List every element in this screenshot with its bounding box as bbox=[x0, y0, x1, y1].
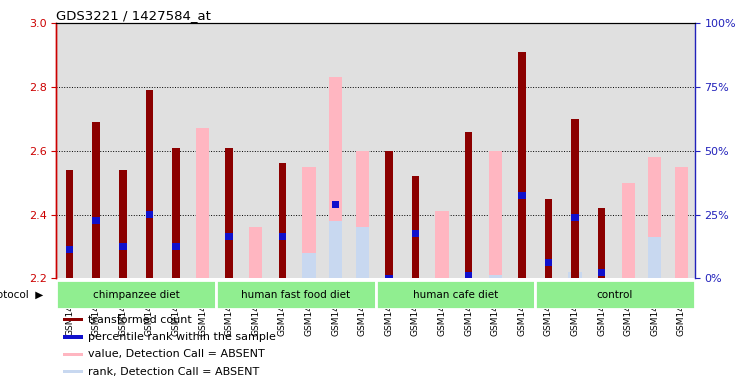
Bar bbox=[329, 77, 342, 278]
Bar bbox=[172, 147, 179, 278]
Bar bbox=[598, 268, 605, 276]
Bar bbox=[216, 280, 376, 309]
Bar bbox=[489, 275, 502, 278]
Bar bbox=[62, 335, 83, 339]
Bar bbox=[279, 164, 286, 278]
Bar bbox=[146, 211, 153, 218]
Bar bbox=[569, 272, 581, 278]
Bar bbox=[62, 353, 83, 356]
Bar bbox=[518, 52, 526, 278]
Bar bbox=[332, 202, 339, 209]
Bar bbox=[376, 280, 535, 309]
Bar bbox=[279, 233, 286, 240]
Bar bbox=[303, 253, 315, 278]
Bar bbox=[385, 151, 393, 278]
Bar bbox=[92, 217, 100, 225]
Text: percentile rank within the sample: percentile rank within the sample bbox=[89, 332, 276, 342]
Bar bbox=[62, 370, 83, 373]
Text: rank, Detection Call = ABSENT: rank, Detection Call = ABSENT bbox=[89, 366, 260, 377]
Bar bbox=[648, 237, 662, 278]
Bar bbox=[355, 151, 369, 278]
Text: value, Detection Call = ABSENT: value, Detection Call = ABSENT bbox=[89, 349, 265, 359]
Bar bbox=[598, 208, 605, 278]
Bar bbox=[648, 157, 662, 278]
Bar bbox=[465, 132, 472, 278]
Bar bbox=[412, 230, 419, 237]
Bar bbox=[249, 227, 262, 278]
Bar bbox=[172, 243, 179, 250]
Text: chimpanzee diet: chimpanzee diet bbox=[92, 290, 179, 300]
Bar bbox=[146, 90, 153, 278]
Bar bbox=[674, 167, 688, 278]
Bar bbox=[196, 128, 210, 278]
Bar bbox=[66, 170, 74, 278]
Bar bbox=[329, 221, 342, 278]
Bar bbox=[436, 211, 448, 278]
Bar bbox=[225, 233, 233, 240]
Bar bbox=[544, 259, 552, 266]
Bar bbox=[92, 122, 100, 278]
Text: protocol  ▶: protocol ▶ bbox=[0, 290, 44, 300]
Bar bbox=[465, 272, 472, 279]
Bar bbox=[518, 192, 526, 199]
Text: control: control bbox=[597, 290, 633, 300]
Bar bbox=[62, 318, 83, 321]
Bar bbox=[303, 167, 315, 278]
Text: transformed count: transformed count bbox=[89, 314, 192, 325]
Bar bbox=[56, 280, 216, 309]
Bar bbox=[572, 214, 579, 221]
Bar bbox=[412, 176, 419, 278]
Bar bbox=[119, 243, 126, 250]
Bar bbox=[544, 199, 552, 278]
Bar bbox=[355, 227, 369, 278]
Bar bbox=[535, 280, 695, 309]
Bar bbox=[66, 246, 74, 253]
Bar bbox=[119, 170, 126, 278]
Bar bbox=[622, 183, 635, 278]
Text: human fast food diet: human fast food diet bbox=[241, 290, 350, 300]
Bar bbox=[489, 151, 502, 278]
Bar bbox=[385, 275, 393, 282]
Text: human cafe diet: human cafe diet bbox=[412, 290, 498, 300]
Text: GDS3221 / 1427584_at: GDS3221 / 1427584_at bbox=[56, 9, 211, 22]
Bar bbox=[572, 119, 579, 278]
Bar bbox=[225, 147, 233, 278]
